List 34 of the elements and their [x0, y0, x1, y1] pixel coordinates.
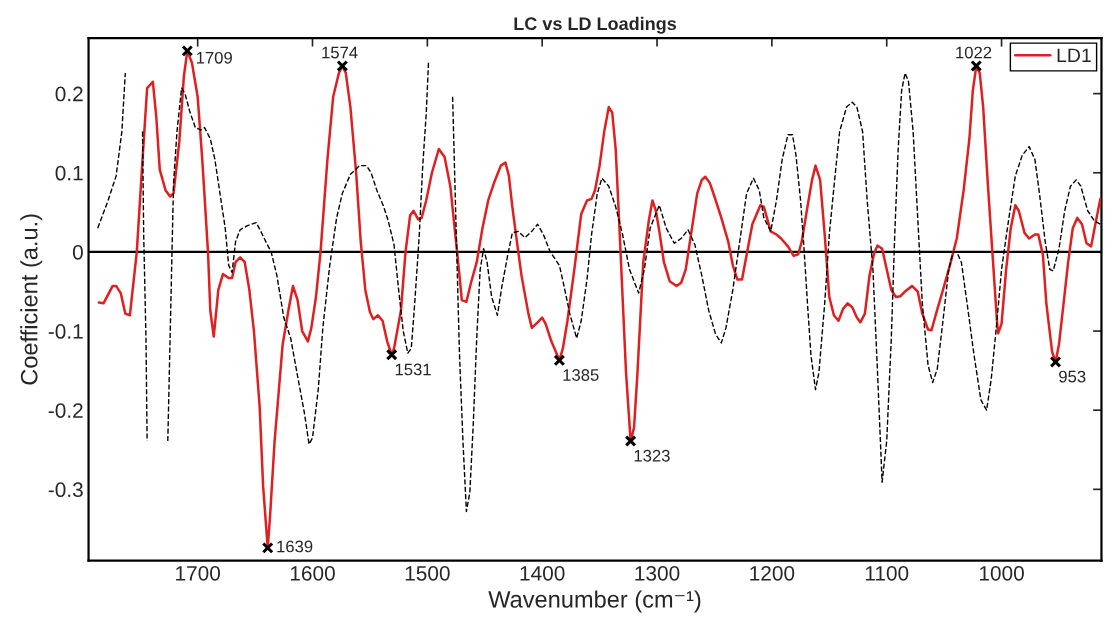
x-tick-label: 1000	[979, 565, 1024, 581]
annotation: 1323	[634, 449, 670, 462]
x-tick-label: 1400	[520, 565, 565, 581]
point	[970, 60, 983, 72]
legend-label: LD1	[1057, 48, 1091, 63]
annotation: 1639	[277, 540, 313, 553]
x-tick-label: 1700	[176, 565, 221, 581]
point	[1049, 355, 1062, 368]
chart-title: LC vs LD Loadings	[514, 16, 677, 34]
y-tick-label: 0.1	[55, 165, 83, 181]
y-tick-label: 0	[72, 244, 83, 260]
x-tick-label: 1100	[865, 565, 909, 581]
annotation: 1022	[956, 46, 992, 59]
annotation: 953	[1059, 370, 1086, 383]
y-tick-label: -0.1	[48, 324, 83, 339]
annotation: 1531	[395, 363, 431, 376]
point	[385, 348, 398, 361]
point	[336, 60, 349, 72]
point	[553, 354, 566, 367]
annotation: 1574	[322, 46, 358, 59]
y-tick-label: 0.2	[55, 86, 83, 102]
x-tick-label: 1600	[290, 565, 335, 581]
x-axis-title: Wavenumber (cm⁻¹)	[488, 590, 701, 613]
x-tick-label: 1200	[750, 565, 795, 581]
x-tick-label: 1300	[635, 565, 680, 581]
annotation: 1385	[563, 369, 599, 381]
point	[624, 435, 637, 447]
x-tick-label: 1500	[405, 565, 450, 581]
y-axis-title: Coefficient (a.u.)	[20, 214, 43, 385]
point	[261, 541, 274, 554]
point	[181, 44, 194, 57]
y-tick-label: -0.2	[48, 403, 83, 418]
y-tick-label: -0.3	[48, 482, 83, 498]
annotation: 1709	[196, 51, 232, 64]
